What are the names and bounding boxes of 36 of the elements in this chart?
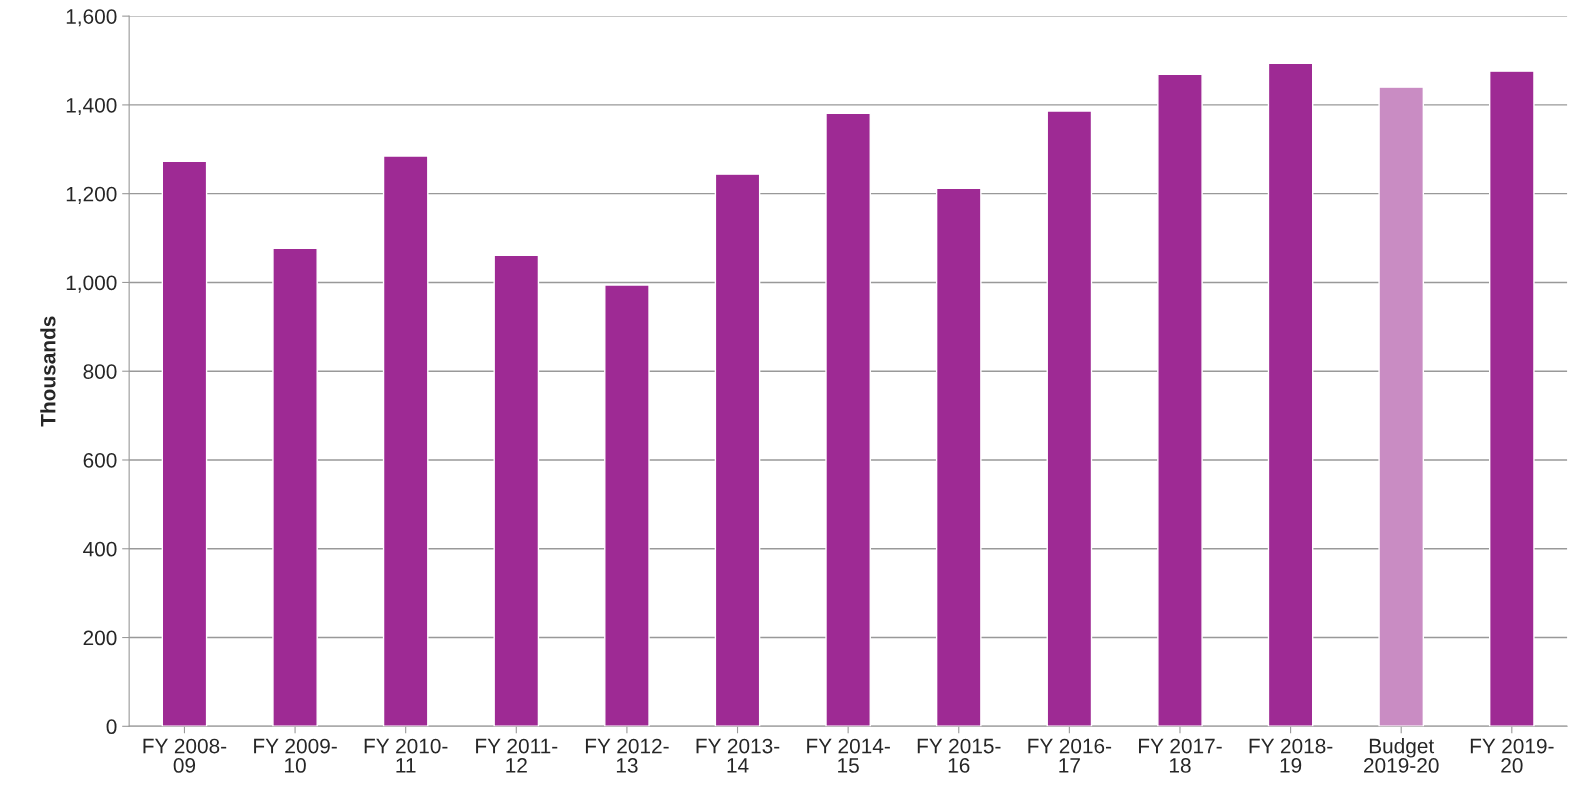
y-tick-label: 800 — [83, 364, 117, 379]
bar — [1157, 73, 1203, 727]
y-axis-title: Thousands — [40, 316, 56, 427]
bar — [1267, 62, 1314, 727]
x-tick-label: FY 2017- 18 — [1139, 738, 1222, 773]
x-tick-label: FY 2011- 12 — [476, 738, 558, 773]
x-tick-label: FY 2016- 17 — [1028, 738, 1112, 773]
y-tick-label: 200 — [83, 630, 117, 646]
bar — [1489, 70, 1535, 727]
bar — [493, 254, 540, 727]
y-tick-label: 400 — [83, 541, 117, 557]
bar — [935, 187, 982, 727]
bar — [272, 247, 318, 727]
y-tick-label: 1,600 — [66, 9, 117, 27]
x-tick-label: FY 2019- 20 — [1470, 738, 1554, 773]
x-tick-label: Budget 2019-20 — [1364, 738, 1439, 773]
y-tick-label: 1,400 — [66, 97, 117, 116]
bar — [825, 112, 871, 727]
y-tick-label: 1,200 — [66, 186, 117, 204]
x-tick-label: FY 2008- 09 — [143, 738, 227, 773]
x-tick-label: FY 2012- 13 — [585, 738, 669, 773]
y-tick-label: 1,000 — [66, 275, 117, 293]
bar — [1378, 86, 1425, 727]
y-tick-label: 0 — [106, 719, 117, 735]
x-tick-label: FY 2018- 19 — [1249, 738, 1333, 773]
bar — [1046, 110, 1093, 727]
y-tick-label: 600 — [83, 452, 117, 468]
x-tick-label: FY 2009- 10 — [254, 738, 337, 773]
x-tick-label: FY 2014- 15 — [807, 738, 890, 773]
x-tick-label: FY 2015- 16 — [917, 738, 1001, 773]
bar — [604, 284, 650, 727]
bar — [161, 160, 208, 727]
bar — [714, 173, 761, 727]
x-tick-label: FY 2010- 11 — [364, 738, 448, 773]
x-tick-label: FY 2013- 14 — [696, 738, 780, 773]
bar — [382, 155, 429, 727]
